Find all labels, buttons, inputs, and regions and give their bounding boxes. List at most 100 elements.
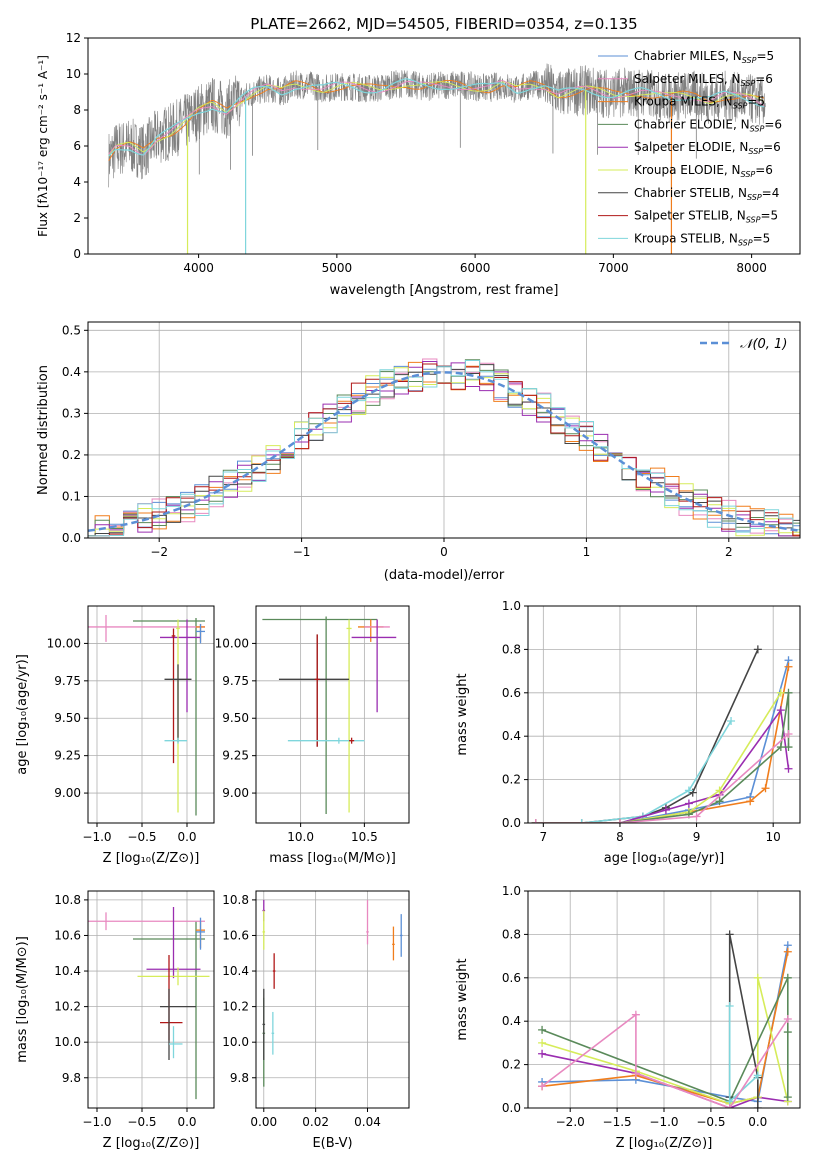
- histogram-panel: −2 −1 0 1 2 0.0 0.1 0.2 0.3 0.4 0.5 (data-model)/e…: [36, 321, 801, 583]
- mass-weight-vs-Z-panel: −2.0 −1.5 −1.0 −0.5 0.0 0.0 0.2 0.4 0.6 0.8 1.0 Z […: [455, 884, 801, 1151]
- mass-weight-vs-age-ytick-label: 1.0: [502, 599, 521, 613]
- mass-weight-line: [541, 977, 789, 1105]
- mass-weight-marker: [631, 1069, 640, 1078]
- mass-vs-ebv-xtick-label: 0.02: [302, 1115, 329, 1129]
- age-vs-Z-panel: −1.0 −0.5 0.0 9.00 9.25 9.50 9.75 10.00 Z [log₁₀…: [15, 605, 215, 866]
- mass-weight-line: [535, 692, 782, 823]
- mass-weight-marker: [725, 930, 734, 939]
- age-vs-mass-ytick-label: 9.50: [222, 711, 249, 725]
- mass-weight-marker: [783, 1015, 792, 1024]
- mass-weight-marker: [715, 797, 724, 806]
- mass-weight-line: [535, 649, 759, 823]
- mass-weight-vs-Z-xtick-label: −2.0: [556, 1115, 585, 1129]
- histogram-xtick-label: −2: [150, 545, 168, 559]
- mass-weight-marker: [783, 1093, 792, 1102]
- age-vs-mass-xtick-label: 10.0: [287, 830, 314, 844]
- histogram-xtick-label: 1: [583, 545, 591, 559]
- histogram-plot-area: [87, 358, 801, 537]
- mass-weight-vs-Z-ytick-label: 0.4: [502, 1014, 521, 1028]
- legend-label: Kroupa ELODIE, NSSP=6: [634, 163, 773, 179]
- mass-vs-Z-ytick-label: 9.8: [62, 1071, 81, 1085]
- mass-vs-Z-ytick-label: 10.6: [54, 928, 81, 942]
- histogram-ytick-label: 0.0: [62, 531, 81, 545]
- panel-xlabel: Z [log₁₀(Z/Z⊙)]: [103, 851, 200, 866]
- spectrum-xtick-label: 5000: [322, 261, 353, 275]
- observed-spectrum-line: [108, 63, 766, 188]
- mass-weight-marker: [776, 743, 785, 752]
- panel-data: [538, 930, 792, 1108]
- mass-weight-marker: [577, 819, 586, 823]
- mass-weight-vs-Z-ytick-label: 0.0: [502, 1101, 521, 1115]
- histogram-ytick-label: 0.5: [62, 323, 81, 337]
- age-vs-Z-ytick-label: 10.00: [47, 636, 81, 650]
- mass-weight-vs-age-xtick-label: 8: [616, 830, 624, 844]
- mass-weight-marker: [776, 688, 785, 697]
- mass-weight-vs-age-ytick-label: 0.6: [502, 686, 521, 700]
- mass-weight-vs-age-panel: 7 8 9 10 0.0 0.2 0.4 0.6 0.8 1.0 age [log₁₀(age/yr…: [455, 599, 801, 866]
- age-vs-Z-ytick-label: 9.00: [54, 786, 81, 800]
- mass-weight-line: [541, 1053, 788, 1108]
- mass-weight-marker: [538, 1038, 547, 1047]
- histogram-ylabel: Normed distribution: [36, 365, 51, 495]
- histogram-ytick-label: 0.2: [62, 448, 81, 462]
- spectrum-ytick-label: 2: [73, 211, 81, 225]
- panel-axes-frame: [87, 605, 215, 824]
- spectrum-ytick-label: 4: [73, 175, 81, 189]
- panel-data: [262, 899, 403, 1087]
- mass-weight-marker: [753, 645, 762, 654]
- model-spectrum-line: [108, 81, 765, 157]
- mass-weight-vs-age-xtick-label: 7: [540, 830, 548, 844]
- panel-data: [88, 614, 205, 816]
- mass-weight-marker: [661, 805, 670, 814]
- legend-label: Chabrier ELODIE, NSSP=6: [634, 117, 782, 133]
- panel-axes-frame: [527, 890, 801, 1109]
- histogram-axes-frame: [87, 321, 801, 539]
- mass-weight-marker: [684, 786, 693, 795]
- spectrum-ticks: 4000 5000 6000 7000 8000 0 2 4 6 8 10 12: [66, 31, 767, 275]
- mass-weight-marker: [631, 1010, 640, 1019]
- mass-weight-marker: [776, 706, 785, 715]
- mass-weight-vs-age-ytick-label: 0.2: [502, 773, 521, 787]
- mass-vs-ebv-panel: 0.00 0.02 0.04 9.8 10.0 10.2 10.4 10.6 10.8 E(B-V…: [222, 890, 410, 1151]
- normal-curve-line: [87, 371, 801, 532]
- histogram-xlabel: (data-model)/error: [384, 568, 505, 583]
- spectrum-legend: Chabrier MILES, NSSP=5 Salpeter MILES, NS…: [598, 49, 782, 247]
- panel-ylabel: mass weight: [455, 958, 470, 1040]
- histogram-xtick-label: 0: [440, 545, 448, 559]
- mass-weight-vs-Z-ytick-label: 0.8: [502, 927, 521, 941]
- spectrum-ytick-label: 8: [73, 103, 81, 117]
- panel-xlabel: Z [log₁₀(Z/Z⊙)]: [103, 1136, 200, 1151]
- mass-weight-marker: [784, 662, 793, 671]
- panel-ylabel: mass weight: [455, 673, 470, 755]
- mass-weight-marker: [725, 1002, 734, 1011]
- mass-weight-vs-Z-xtick-label: −1.0: [649, 1115, 678, 1129]
- mass-weight-marker: [783, 1028, 792, 1037]
- mass-vs-Z-xtick-label: −1.0: [82, 1115, 111, 1129]
- legend-label: Kroupa MILES, NSSP=5: [634, 95, 765, 111]
- mass-weight-vs-Z-ytick-label: 0.6: [502, 971, 521, 985]
- mass-vs-Z-ytick-label: 10.8: [54, 893, 81, 907]
- spectrum-panel: PLATE=2662, MJD=54505, FIBERID=0354, z=0…: [36, 15, 801, 298]
- mass-weight-vs-age-ytick-label: 0.8: [502, 642, 521, 656]
- spectrum-xtick-label: 4000: [183, 261, 214, 275]
- mass-vs-ebv-ytick-label: 10.6: [222, 928, 249, 942]
- age-vs-Z-xtick-label: −1.0: [82, 830, 111, 844]
- panel-data: [88, 907, 210, 1100]
- mass-weight-line: [542, 945, 789, 1103]
- legend-label: Kroupa STELIB, NSSP=5: [634, 231, 770, 247]
- mass-weight-marker: [746, 797, 755, 806]
- histogram-legend: 𝒩(0, 1): [700, 337, 787, 352]
- panel-xlabel: age [log₁₀(age/yr)]: [604, 851, 725, 866]
- histogram-ytick-label: 0.4: [62, 365, 81, 379]
- mass-weight-marker: [727, 717, 736, 726]
- mass-weight-line: [535, 733, 790, 823]
- spectrum-xtick-label: 8000: [736, 261, 767, 275]
- mass-weight-marker: [784, 743, 793, 752]
- panel-xlabel: E(B-V): [312, 1136, 352, 1151]
- mass-vs-Z-ytick-label: 10.0: [54, 1035, 81, 1049]
- age-vs-Z-xtick-label: −0.5: [127, 830, 156, 844]
- mass-vs-ebv-xtick-label: 0.04: [354, 1115, 381, 1129]
- mass-vs-ebv-xtick-label: 0.00: [250, 1115, 277, 1129]
- mass-weight-marker: [538, 1082, 547, 1091]
- mass-weight-vs-age-xtick-label: 9: [693, 830, 701, 844]
